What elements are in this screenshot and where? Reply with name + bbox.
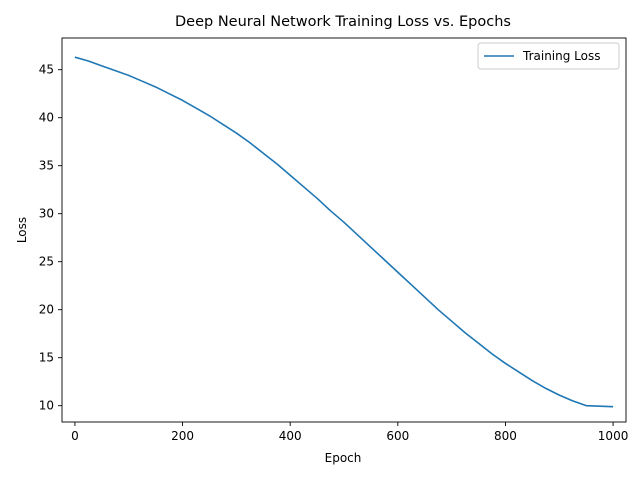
x-tick-label: 0: [71, 429, 79, 443]
y-axis-label: Loss: [15, 217, 29, 243]
y-tick-label: 35: [39, 159, 54, 173]
x-tick-label: 800: [494, 429, 517, 443]
chart-title: Deep Neural Network Training Loss vs. Ep…: [175, 14, 511, 30]
x-tick-label: 1000: [598, 429, 629, 443]
legend-box: [477, 42, 620, 70]
series-line-0: [74, 56, 614, 408]
y-tick-label: 15: [39, 351, 54, 365]
plot-area: [74, 56, 614, 408]
legend-label: Training Loss: [522, 49, 600, 63]
x-axis: 0 200 400 600 800 1000: [71, 422, 628, 443]
x-tick-label: 400: [279, 429, 302, 443]
y-tick-label: 25: [39, 255, 54, 269]
y-tick-label: 20: [39, 303, 54, 317]
y-axis: 10 15 20 25 30 35 40 45: [39, 63, 62, 413]
x-tick-label: 200: [171, 429, 194, 443]
y-tick-label: 10: [39, 399, 54, 413]
legend: Training Loss: [477, 42, 620, 70]
y-tick-label: 30: [39, 207, 54, 221]
x-tick-label: 600: [386, 429, 409, 443]
y-tick-label: 45: [39, 63, 54, 77]
x-axis-label: Epoch: [325, 451, 362, 465]
y-tick-label: 40: [39, 111, 54, 125]
plot-frame: [61, 37, 627, 423]
